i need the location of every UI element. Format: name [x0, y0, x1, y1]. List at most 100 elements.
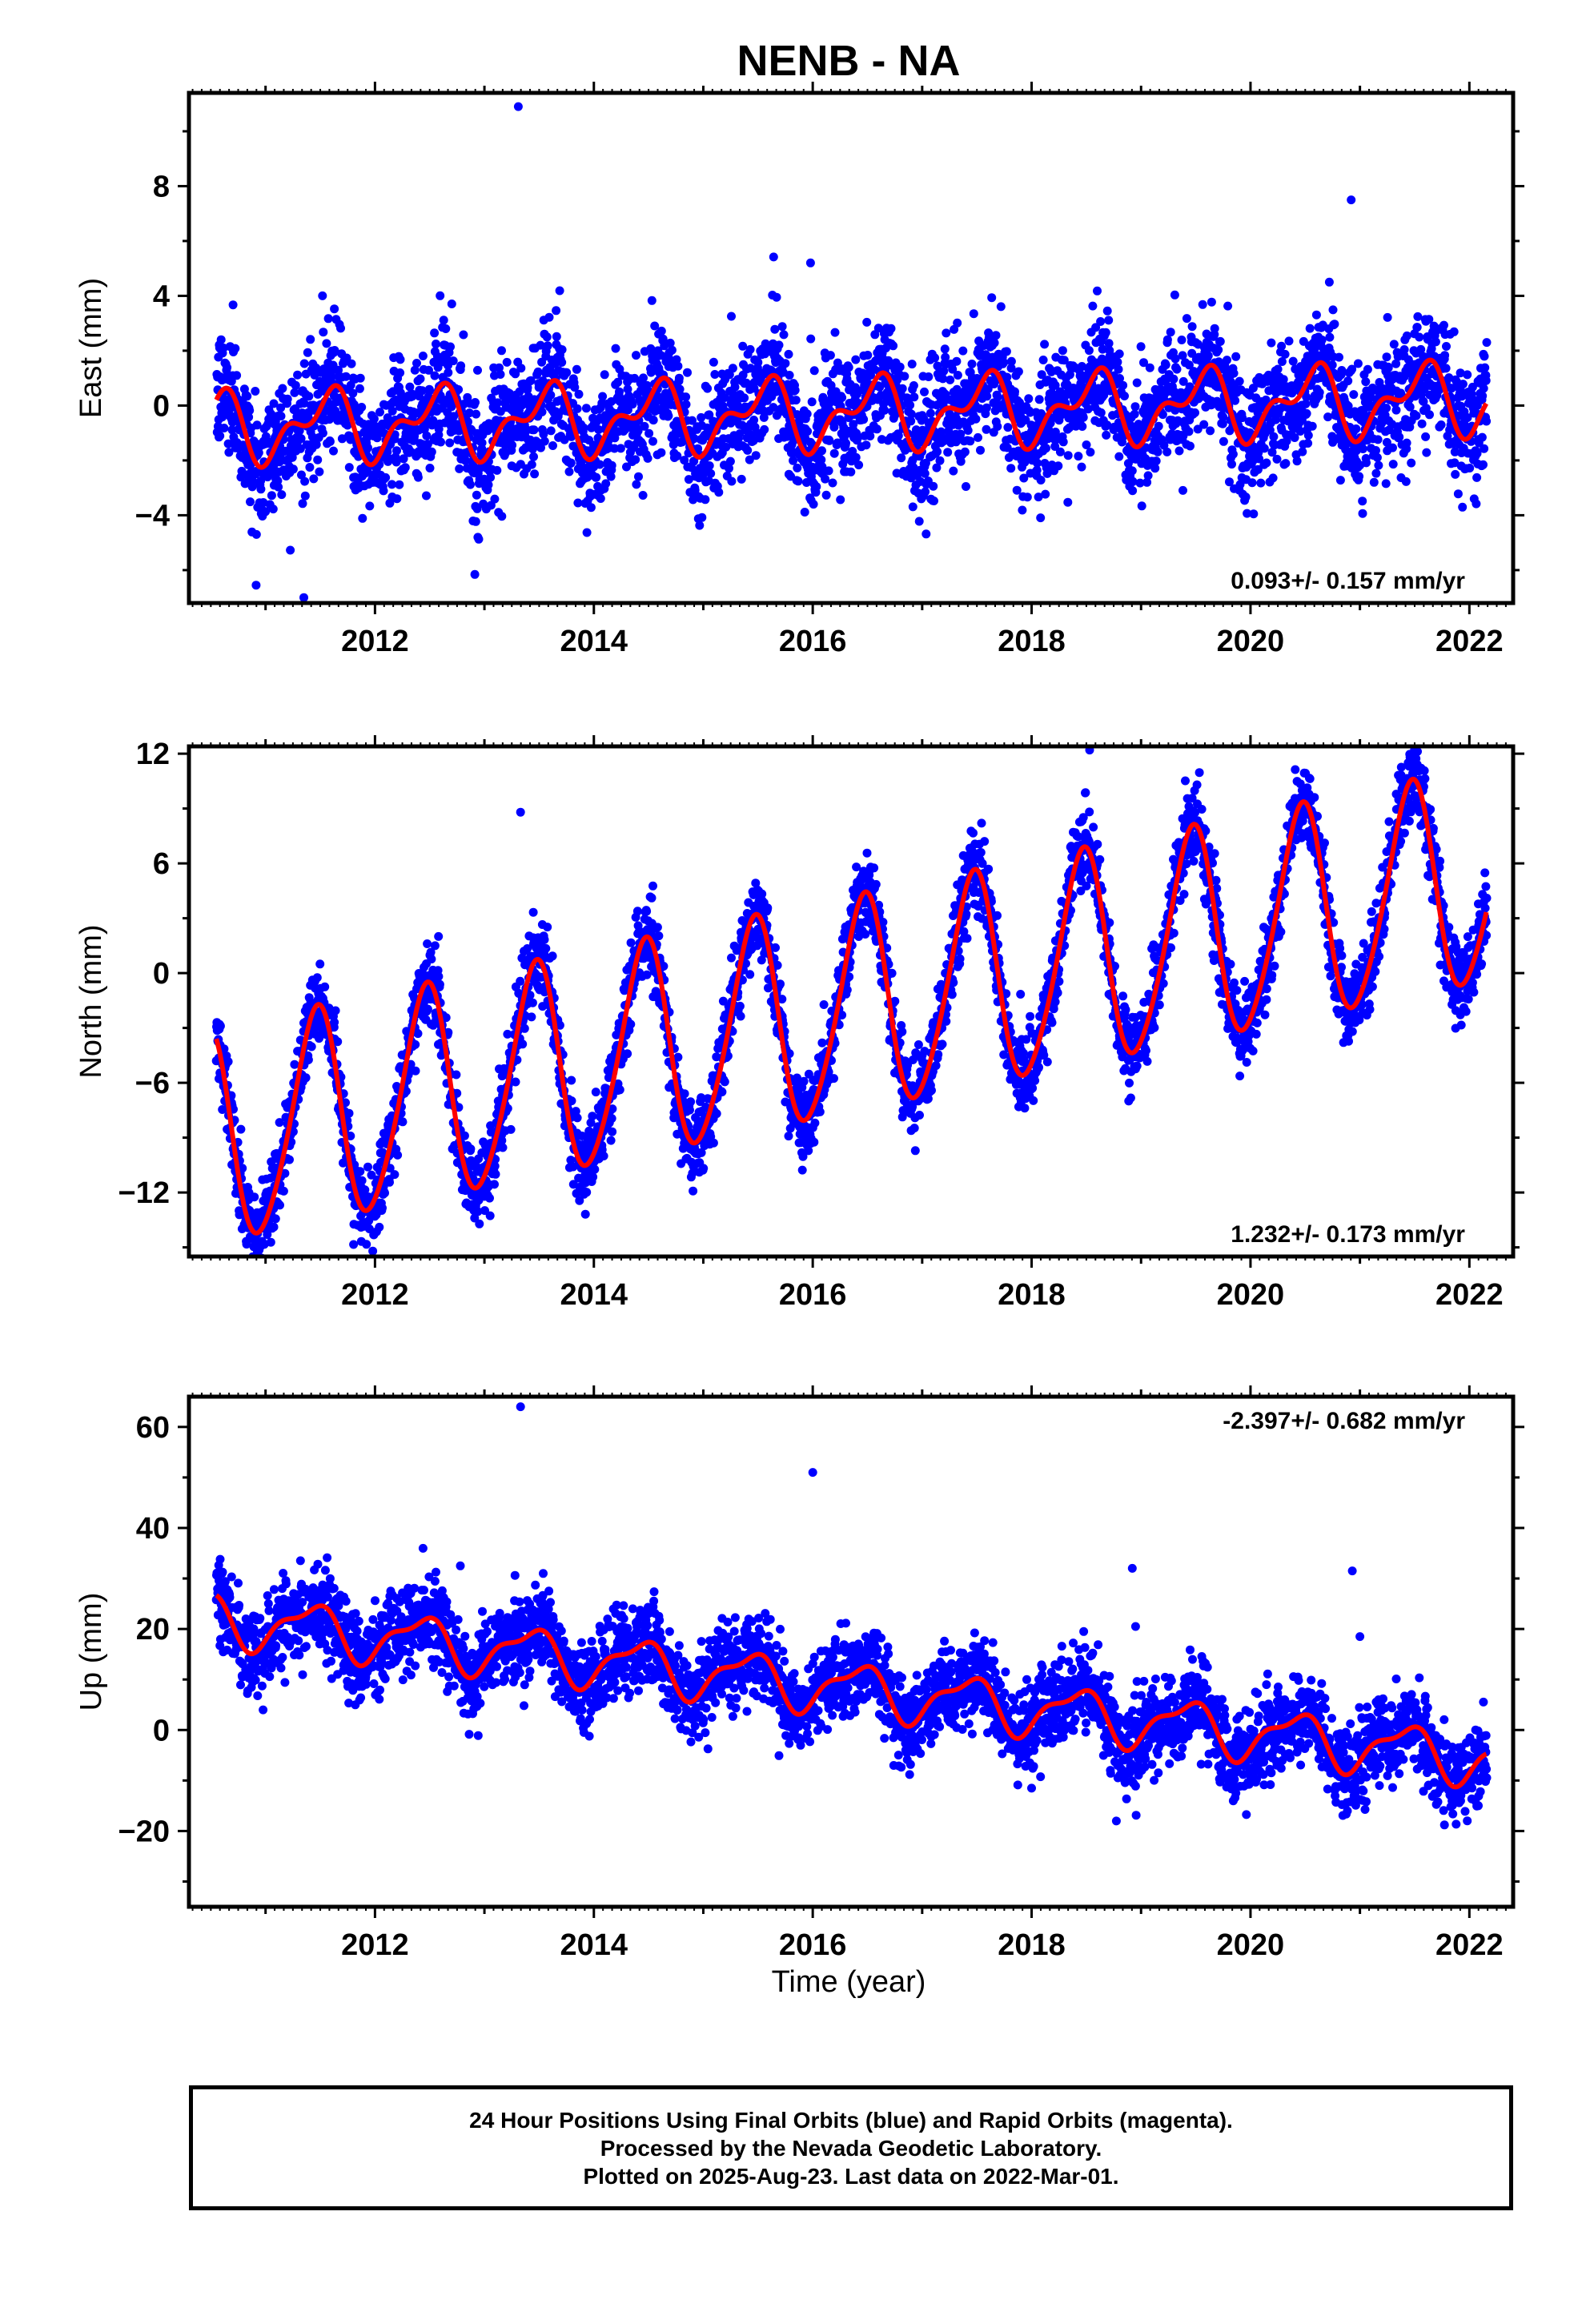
east-data-point [357, 403, 367, 412]
east-data-point [1302, 408, 1311, 418]
east-data-point [1411, 411, 1421, 420]
east-data-point [963, 426, 973, 435]
east-data-point [436, 291, 445, 300]
east-data-point [1268, 473, 1278, 483]
east-data-point [770, 324, 780, 334]
north-data-point [262, 1273, 271, 1282]
east-data-point [502, 357, 512, 367]
east-data-point [632, 480, 641, 489]
east-data-point [396, 355, 405, 364]
east-data-point [1182, 314, 1191, 324]
north-data-point [362, 1240, 371, 1249]
east-data-point [807, 439, 817, 448]
east-data-point [613, 377, 623, 387]
east-data-point [490, 494, 500, 504]
east-data-point [1388, 460, 1398, 469]
east-data-point [1431, 337, 1440, 347]
east-data-point [392, 494, 402, 504]
north-data-point [303, 1055, 313, 1064]
east-data-point [999, 358, 1009, 368]
east-data-point [836, 495, 845, 505]
east-data-point [693, 444, 703, 453]
east-data-point [383, 413, 392, 423]
east-data-point [447, 300, 456, 308]
east-data-point [1273, 364, 1283, 374]
east-data-point [446, 342, 455, 352]
east-data-point [1358, 444, 1367, 453]
east-data-point [1003, 423, 1013, 432]
east-data-point [664, 411, 673, 420]
east-data-point [448, 356, 458, 366]
east-data-point [418, 352, 428, 360]
east-data-point [303, 348, 312, 357]
east-data-point [425, 386, 435, 396]
east-data-point [1018, 505, 1027, 515]
east-data-point [527, 460, 536, 469]
east-outlier-point [1324, 277, 1334, 287]
east-data-point [897, 453, 906, 463]
east-data-point [557, 358, 567, 367]
east-data-point [1374, 460, 1383, 470]
east-data-point [422, 431, 432, 440]
east-data-point [274, 482, 283, 492]
east-data-point [611, 344, 620, 353]
north-data-point [307, 1042, 316, 1051]
east-data-point [423, 440, 432, 449]
chart-title: NENB - NA [737, 37, 961, 85]
east-data-point [610, 433, 620, 443]
east-data-point [701, 495, 710, 505]
east-data-point [697, 513, 707, 522]
east-data-point [540, 436, 549, 446]
east-data-point [473, 365, 482, 375]
east-data-point [536, 443, 545, 452]
east-data-point [705, 410, 714, 420]
east-data-point [1128, 486, 1138, 496]
east-data-point [993, 392, 1002, 402]
east-data-point [495, 363, 504, 372]
east-data-point [1120, 392, 1129, 400]
east-data-point [395, 480, 404, 489]
east-data-point [539, 429, 548, 439]
east-data-point [1472, 472, 1482, 482]
east-data-point [812, 482, 821, 492]
east-data-point [1207, 297, 1216, 307]
east-data-point [684, 475, 693, 485]
east-data-point [953, 371, 962, 380]
east-y-tick-label: 4 [153, 279, 170, 313]
east-data-point [760, 424, 769, 434]
east-data-point [730, 382, 740, 392]
east-data-point [1174, 446, 1184, 456]
east-data-point [295, 444, 305, 453]
east-rate-annotation: 0.093+/- 0.157 mm/yr [1231, 568, 1465, 594]
east-data-point [1170, 290, 1179, 300]
east-data-point [546, 390, 556, 400]
east-data-point [529, 425, 539, 435]
east-data-point [1130, 402, 1140, 412]
east-data-point [1241, 493, 1251, 502]
east-data-point [1383, 363, 1393, 372]
north-data-point [247, 1257, 256, 1266]
east-data-point [921, 529, 931, 539]
east-data-point [1086, 448, 1095, 457]
east-data-point [497, 512, 507, 521]
east-data-point [228, 300, 238, 310]
east-data-point [1307, 421, 1317, 431]
east-data-point [785, 371, 794, 380]
east-data-point [497, 346, 506, 356]
east-data-point [298, 499, 307, 509]
east-x-tick-label: 2018 [998, 625, 1066, 658]
east-data-point [417, 386, 427, 396]
east-data-point [543, 341, 552, 351]
east-data-point [566, 458, 576, 468]
east-data-point [240, 479, 250, 489]
east-data-point [536, 340, 545, 350]
east-data-point [1389, 340, 1399, 349]
east-data-point [1127, 466, 1137, 476]
east-outlier-point [1347, 195, 1356, 205]
east-data-point [967, 360, 977, 368]
east-data-point [1055, 447, 1065, 456]
east-data-point [290, 388, 299, 397]
east-data-point [1337, 366, 1347, 375]
east-data-point [1153, 447, 1162, 456]
north-data-point [385, 1177, 394, 1187]
